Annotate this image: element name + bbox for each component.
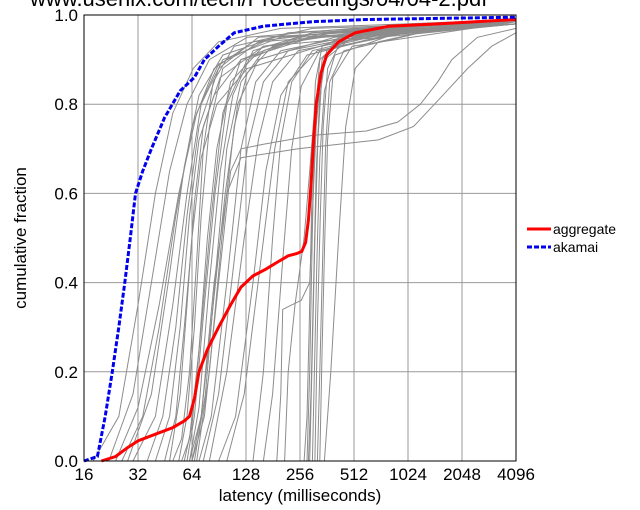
y-tick-label-1: 0.2 [54, 363, 78, 382]
background-line-8 [183, 23, 517, 462]
x-tick-label-6: 1024 [389, 465, 427, 484]
highlighted-series [83, 15, 517, 463]
background-line-16 [208, 21, 517, 462]
legend-label-akamai: akamai [553, 239, 598, 255]
y-tick-label-5: 1.0 [54, 6, 78, 25]
x-tick-label-3: 128 [232, 465, 260, 484]
background-line-18 [226, 21, 517, 462]
tick-labels: 16 32 64 128 256 512 1024 2048 4096 0.0 0.2 0.4 0.6 0… [54, 6, 535, 484]
background-line-21 [276, 23, 517, 462]
background-line-37 [262, 23, 517, 462]
x-axis-label: latency (milliseconds) [219, 486, 382, 505]
background-line-22 [284, 23, 517, 462]
background-line-26 [309, 19, 517, 462]
background-line-31 [154, 23, 517, 462]
background-line-20 [189, 32, 517, 462]
y-axis-label: cumulative fraction [11, 167, 30, 309]
plot-frame [83, 14, 517, 462]
x-tick-label-2: 64 [183, 465, 202, 484]
background-line-9 [186, 19, 517, 462]
background-line-5 [172, 21, 517, 462]
y-tick-label-4: 0.8 [54, 95, 78, 114]
background-line-35 [127, 19, 517, 462]
background-line-0 [92, 19, 517, 462]
background-line-10 [189, 21, 517, 462]
x-tick-label-5: 512 [340, 465, 368, 484]
background-line-36 [252, 21, 517, 462]
background-line-15 [202, 23, 517, 462]
series-line-akamai [83, 15, 517, 463]
legend-label-aggregate: aggregate [553, 221, 616, 237]
background-line-25 [307, 23, 517, 462]
y-tick-label-2: 0.4 [54, 274, 78, 293]
background-line-27 [311, 23, 517, 462]
background-line-23 [303, 19, 517, 462]
x-tick-label-8: 4096 [497, 465, 535, 484]
background-line-13 [196, 19, 517, 462]
background-line-30 [319, 21, 517, 462]
background-line-6 [178, 23, 517, 462]
x-tick-label-4: 256 [286, 465, 314, 484]
series-line-aggregate [100, 18, 517, 463]
y-tick-label-3: 0.6 [54, 184, 78, 203]
y-tick-label-0: 0.0 [54, 452, 78, 471]
background-line-14 [198, 21, 517, 462]
background-line-33 [169, 23, 517, 462]
header-url-text: www.usenix.com/tech/Proceedings/04/04-2.… [30, 0, 630, 12]
background-line-12 [193, 19, 517, 462]
background-line-38 [323, 19, 517, 462]
x-tick-label-1: 32 [129, 465, 148, 484]
x-tick-label-7: 2048 [443, 465, 481, 484]
background-line-29 [316, 23, 517, 462]
background-line-32 [164, 23, 517, 462]
legend: aggregate akamai [527, 221, 616, 255]
background-line-34 [115, 19, 517, 462]
background-line-28 [314, 21, 517, 462]
x-tick-label-0: 16 [75, 465, 94, 484]
